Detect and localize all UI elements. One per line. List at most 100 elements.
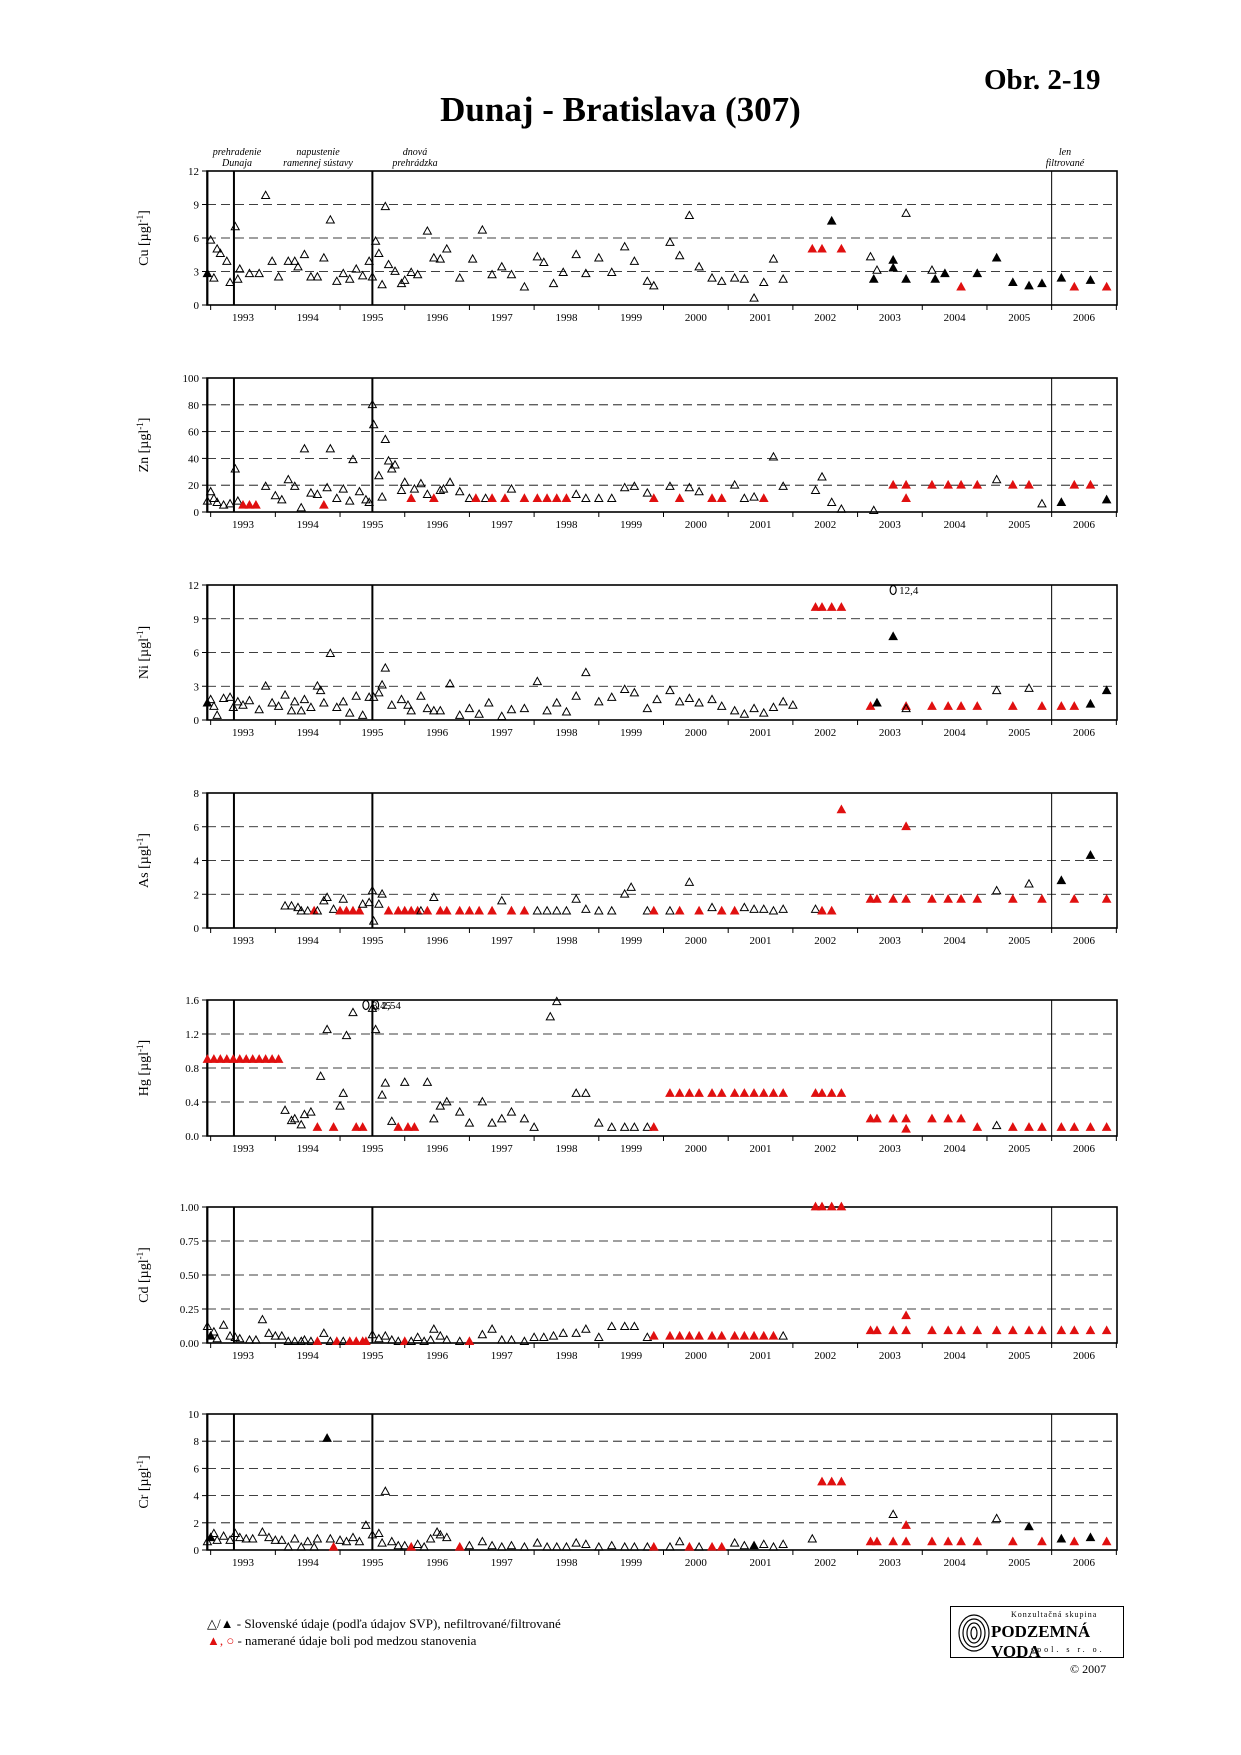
- x-tick-label: 1993: [232, 1350, 255, 1362]
- data-point-cr: [758, 1539, 769, 1548]
- data-point-zn: [716, 493, 727, 502]
- data-point-ni: [581, 667, 591, 677]
- data-point-cr: [1056, 1533, 1067, 1543]
- data-point-ni: [1024, 683, 1034, 692]
- data-point-ni: [428, 705, 439, 715]
- data-point-hg: [247, 1054, 258, 1063]
- x-tick-label: 1996: [426, 1143, 449, 1155]
- data-point-cu: [749, 292, 759, 302]
- data-point-cu: [778, 273, 789, 283]
- data-point-cu: [1024, 280, 1034, 290]
- x-tick-label: 2001: [750, 935, 772, 947]
- y-axis-label: Cr [µgl-1]: [135, 1455, 152, 1508]
- data-point-cu: [319, 252, 329, 262]
- event-annotation: filtrované: [1046, 158, 1085, 169]
- data-point-cu: [532, 251, 543, 261]
- data-point-hg: [729, 1088, 740, 1097]
- x-tick-label: 2005: [1008, 935, 1031, 947]
- data-point-cd: [331, 1336, 342, 1346]
- y-tick-label: 0: [194, 923, 200, 935]
- data-point-cr: [593, 1541, 604, 1551]
- data-point-hg: [215, 1054, 226, 1063]
- legend-below-limit-text: - namerané údaje boli pod medzou stanove…: [234, 1633, 477, 1648]
- data-point-cd: [477, 1329, 488, 1339]
- data-point-hg: [581, 1088, 591, 1097]
- data-point-zn: [377, 491, 387, 501]
- figure-number: Obr. 2-19: [984, 64, 1101, 96]
- data-point-as: [406, 905, 417, 915]
- x-tick-label: 1998: [555, 1350, 578, 1362]
- data-point-zn: [244, 499, 255, 509]
- data-point-zn: [749, 491, 759, 501]
- y-tick-label: 100: [183, 373, 200, 385]
- x-tick-label: 2001: [750, 727, 772, 739]
- data-point-zn: [445, 477, 455, 486]
- x-tick-label: 2002: [814, 1143, 836, 1155]
- x-tick-label: 2006: [1073, 312, 1096, 324]
- data-point-cu: [619, 241, 630, 251]
- data-point-as: [739, 902, 750, 912]
- data-point-ni: [454, 710, 465, 719]
- x-tick-label: 2004: [944, 1143, 967, 1155]
- x-tick-label: 2002: [814, 1557, 836, 1569]
- data-point-hg: [280, 1105, 290, 1114]
- data-point-cr: [901, 1520, 911, 1529]
- data-point-ni: [729, 705, 740, 715]
- x-tick-label: 2002: [814, 727, 836, 739]
- data-point-ni: [386, 700, 397, 709]
- data-point-ni: [496, 711, 507, 721]
- x-tick-label: 1995: [361, 935, 384, 947]
- data-point-cu: [548, 278, 559, 288]
- data-point-hg: [716, 1088, 727, 1097]
- x-tick-label: 2006: [1073, 1143, 1096, 1155]
- data-point-as: [810, 904, 821, 913]
- x-tick-label: 2002: [814, 519, 836, 531]
- data-point-hg: [234, 1054, 245, 1063]
- x-tick-label: 2004: [944, 1350, 967, 1362]
- data-point-zn: [299, 443, 310, 453]
- data-point-cd: [374, 1333, 384, 1343]
- data-point-cu: [331, 276, 342, 285]
- data-point-cr: [739, 1540, 750, 1550]
- data-point-cd: [571, 1328, 582, 1337]
- data-point-cr: [648, 1541, 659, 1551]
- data-point-zn: [464, 493, 475, 502]
- data-point-cd: [1024, 1325, 1034, 1335]
- data-point-as: [865, 893, 876, 903]
- data-point-as: [901, 821, 911, 831]
- y-tick-label: 0.0: [185, 1131, 199, 1143]
- data-point-cu: [888, 262, 899, 272]
- data-point-cd: [817, 1201, 827, 1211]
- data-point-cr: [406, 1541, 417, 1551]
- logo-name: PODZEMNÁ VODA: [991, 1622, 1091, 1661]
- data-point-ni: [1007, 701, 1018, 710]
- data-point-zn: [684, 482, 695, 492]
- data-point-cr: [888, 1536, 899, 1546]
- data-point-cd: [581, 1324, 591, 1333]
- data-point-as: [422, 905, 433, 915]
- event-annotation: Dunaja: [221, 158, 252, 169]
- data-point-as: [328, 904, 339, 913]
- data-point-as: [519, 905, 530, 915]
- data-point-cu: [377, 279, 387, 289]
- data-point-cd: [299, 1334, 310, 1344]
- y-axis-label: Zn [µgl-1]: [135, 418, 152, 473]
- data-point-cr: [1069, 1536, 1080, 1546]
- data-point-cu: [868, 273, 879, 283]
- x-tick-label: 2006: [1073, 1350, 1096, 1362]
- data-point-zn: [927, 479, 937, 489]
- data-point-cr: [386, 1536, 397, 1546]
- data-point-cr: [551, 1541, 562, 1551]
- data-point-ni: [778, 696, 789, 706]
- data-point-cr: [230, 1528, 241, 1538]
- data-point-cu: [972, 268, 983, 278]
- data-point-ni: [519, 703, 530, 713]
- data-point-ni: [374, 687, 384, 697]
- data-point-hg: [422, 1077, 433, 1086]
- panel-zn: 0 20 40 60 80 100 1993 1994 1995 1996 1997 1998 1999…: [135, 373, 1118, 531]
- data-point-zn: [551, 493, 562, 502]
- data-point-zn: [888, 479, 899, 489]
- data-point-as: [532, 905, 543, 915]
- data-point-cr: [542, 1541, 552, 1551]
